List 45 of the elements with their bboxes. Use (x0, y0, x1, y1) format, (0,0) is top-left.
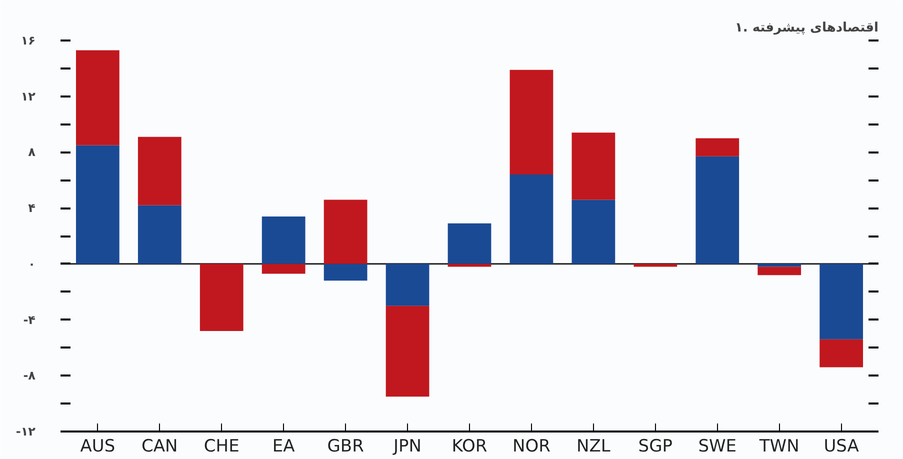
bar (76, 50, 120, 146)
bar (572, 132, 616, 200)
y-tick-label: -۸ (23, 368, 36, 383)
bar (76, 145, 120, 264)
x-tick-label: GBR (327, 436, 364, 456)
chart-title: ۱. اقتصادهای پیشرفته (734, 20, 879, 36)
bar (448, 223, 492, 264)
bar (634, 264, 678, 267)
x-tick-label: CHE (204, 436, 240, 456)
bar (758, 266, 802, 276)
x-tick-label: NOR (512, 436, 551, 456)
y-tick-label: ۴ (28, 201, 36, 216)
bar (696, 138, 740, 156)
bar (138, 205, 182, 264)
x-tick-label: USA (824, 436, 860, 456)
x-tick-label: CAN (142, 436, 178, 456)
bar (820, 339, 864, 368)
bar (262, 264, 306, 274)
y-tick-label: ۰ (28, 256, 36, 271)
x-tick-label: KOR (452, 436, 488, 456)
bar (510, 70, 554, 175)
y-tick-label: -۴ (23, 312, 36, 327)
bar (324, 200, 368, 264)
y-tick-label: ۸ (28, 145, 36, 160)
y-tick-label: -۱۲ (16, 424, 36, 438)
bar (696, 156, 740, 264)
bar (572, 200, 616, 264)
x-tick-label: NZL (576, 436, 611, 456)
bar (138, 136, 182, 206)
bar (820, 264, 864, 340)
bar (386, 264, 430, 306)
bar (324, 264, 368, 281)
x-tick-label: TWN (758, 436, 800, 456)
x-tick-label: SWE (698, 436, 737, 456)
x-tick-label: AUS (80, 436, 116, 456)
y-tick-label: ۱۲ (20, 89, 36, 104)
bar (510, 174, 554, 264)
bar (262, 216, 306, 264)
x-tick-label: SGP (638, 436, 673, 456)
x-tick-label: JPN (392, 436, 422, 456)
y-tick-label: ۱۶ (20, 34, 36, 48)
bar (386, 306, 430, 397)
x-tick-label: EA (272, 436, 296, 456)
bar (758, 264, 802, 267)
bar (200, 264, 244, 331)
